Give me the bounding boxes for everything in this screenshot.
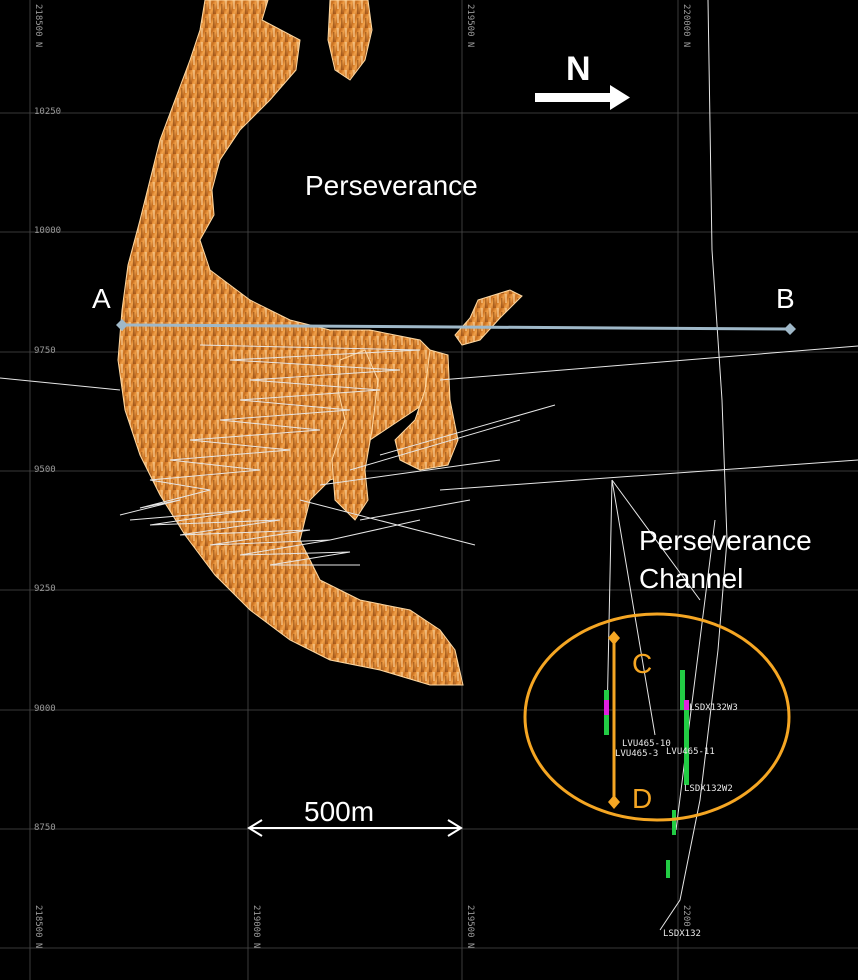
northing-tick: 9500 (34, 465, 56, 475)
easting-tick-bottom: 219000 N (251, 905, 261, 949)
northing-tick: 9250 (34, 584, 56, 594)
drillhole-label: LSDX132 (663, 929, 701, 939)
northing-tick: 8750 (34, 823, 56, 833)
section-label-a: A (92, 283, 111, 314)
drillhole-label: LVU465-10 (622, 739, 671, 749)
scale-bar-label: 500m (304, 796, 375, 827)
drillhole-label: LSDX132W3 (689, 703, 738, 713)
section-line-ab (116, 319, 796, 335)
northing-tick: 9000 (34, 704, 56, 714)
drillhole-label: LVU465-11 (666, 747, 715, 757)
label-perseverance-channel-2: Channel (639, 563, 744, 594)
easting-tick-bottom: 2200 (681, 905, 691, 927)
section-line-cd (608, 631, 620, 809)
target-ellipse (523, 612, 791, 822)
northing-tick: 10000 (34, 226, 62, 236)
easting-tick-top: 219500 N (465, 4, 475, 48)
northing-tick: 9750 (34, 346, 56, 356)
orebody-perseverance (117, 0, 523, 686)
label-perseverance-channel-1: Perseverance (639, 525, 812, 556)
scale-bar (247, 819, 463, 837)
easting-tick-top: 218500 N (33, 4, 43, 48)
drill-traces (0, 0, 858, 931)
section-label-b: B (776, 283, 795, 314)
label-perseverance: Perseverance (305, 170, 478, 201)
north-label: N (566, 50, 591, 88)
section-label-c: C (632, 648, 653, 679)
drillhole-label: LSDX132W2 (684, 784, 733, 794)
drill-intercepts (604, 670, 689, 878)
easting-tick-bottom: 218500 N (33, 905, 43, 949)
section-label-d: D (632, 783, 653, 814)
northing-tick: 10250 (34, 107, 62, 117)
easting-tick-top: 220000 N (681, 4, 691, 48)
easting-tick-bottom: 219500 N (465, 905, 475, 949)
drillhole-label: LVU465-3 (615, 749, 659, 759)
north-arrow-icon (535, 85, 630, 110)
